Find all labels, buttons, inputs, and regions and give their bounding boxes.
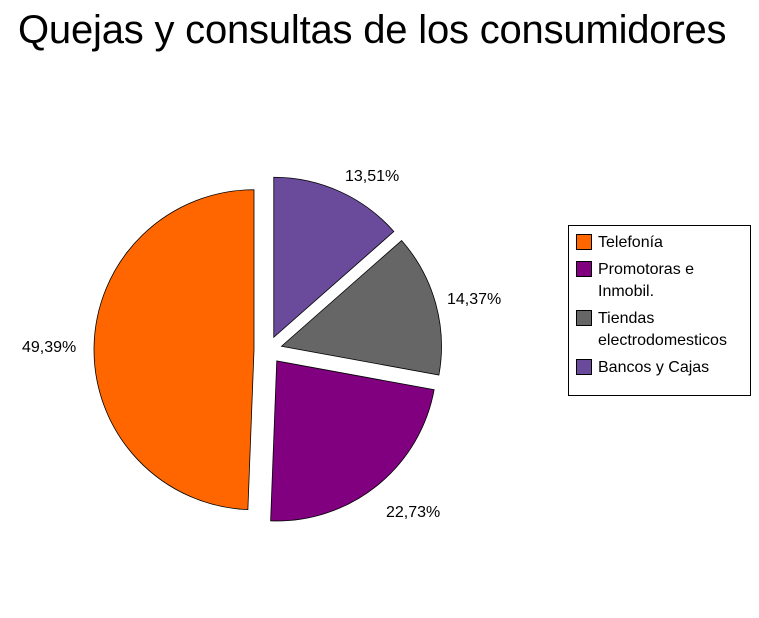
legend-swatch-bancos <box>576 359 592 375</box>
pie-slice-bancos <box>273 176 395 339</box>
value-label-tiendas: 14,37% <box>447 291 501 308</box>
legend-item-telefonia: Telefonía <box>576 232 750 254</box>
pie-slice-promotoras <box>270 360 435 522</box>
pie-value-labels: 49,39% 22,73% 14,37% 13,51% <box>22 168 501 521</box>
legend-label-bancos: Bancos y Cajas <box>598 359 710 376</box>
legend: Telefonía Promotoras e Inmobil. Tiendas … <box>568 225 751 396</box>
legend-label-promotoras: Promotoras e Inmobil. <box>598 261 695 300</box>
pie-slices <box>93 176 442 522</box>
legend-item-promotoras: Promotoras e Inmobil. <box>576 259 750 303</box>
legend-swatch-tiendas <box>576 310 592 326</box>
pie-slice-tiendas <box>280 239 442 376</box>
legend-label-telefonia: Telefonía <box>598 234 663 251</box>
value-label-promotoras: 22,73% <box>386 504 440 521</box>
legend-item-tiendas: Tiendas electrodomesticos <box>576 308 750 352</box>
value-label-telefonia: 49,39% <box>22 339 76 356</box>
legend-swatch-promotoras <box>576 261 592 277</box>
legend-swatch-telefonia <box>576 234 592 250</box>
legend-item-bancos: Bancos y Cajas <box>576 357 750 379</box>
value-label-bancos: 13,51% <box>345 168 399 185</box>
chart-title: Quejas y consultas de los consumidores <box>18 8 727 52</box>
legend-label-tiendas: Tiendas electrodomesticos <box>598 310 727 349</box>
pie-slice-telefonia <box>93 189 255 511</box>
